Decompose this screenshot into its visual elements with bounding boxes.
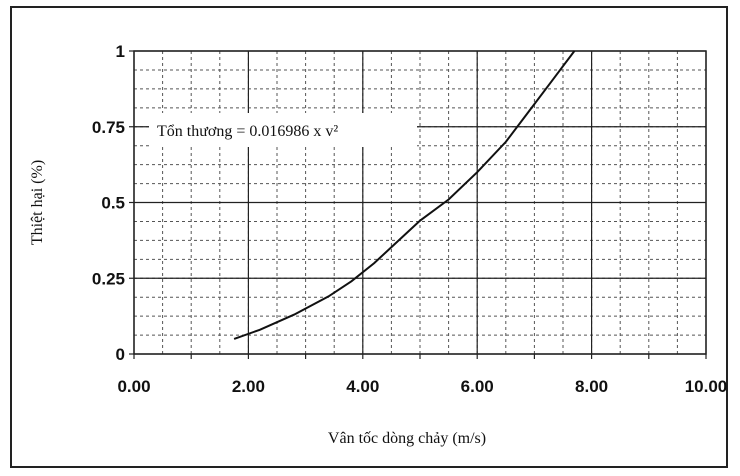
y-tick-label: 0.75 xyxy=(92,118,125,137)
y-tick-label: 0.25 xyxy=(92,269,125,288)
y-tick-label: 0 xyxy=(116,345,125,364)
x-axis-label: Vân tốc dòng chảy (m/s) xyxy=(328,430,486,447)
x-tick-label: 4.00 xyxy=(346,377,379,396)
y-axis-label: Thiệt hại (%) xyxy=(29,160,46,245)
tick-marks xyxy=(129,50,707,359)
annotation-background xyxy=(149,113,417,147)
x-tick-label: 6.00 xyxy=(461,377,494,396)
y-tick-label: 1 xyxy=(116,42,125,61)
y-tick-label: 0.5 xyxy=(101,194,125,213)
x-tick-label: 2.00 xyxy=(232,377,265,396)
x-tick-label: 0.00 xyxy=(117,377,150,396)
x-tick-label: 10.00 xyxy=(685,377,728,396)
equation-annotation: Tổn thương = 0.016986 x v² xyxy=(157,123,338,140)
grid-major xyxy=(133,50,707,355)
y-tick-labels: 0 0.25 0.5 0.75 1 xyxy=(92,42,125,364)
damage-curve xyxy=(233,50,576,340)
x-tick-labels: 0.00 2.00 4.00 6.00 8.00 10.00 xyxy=(117,377,727,396)
chart-frame xyxy=(10,6,728,468)
x-tick-label: 8.00 xyxy=(575,377,608,396)
